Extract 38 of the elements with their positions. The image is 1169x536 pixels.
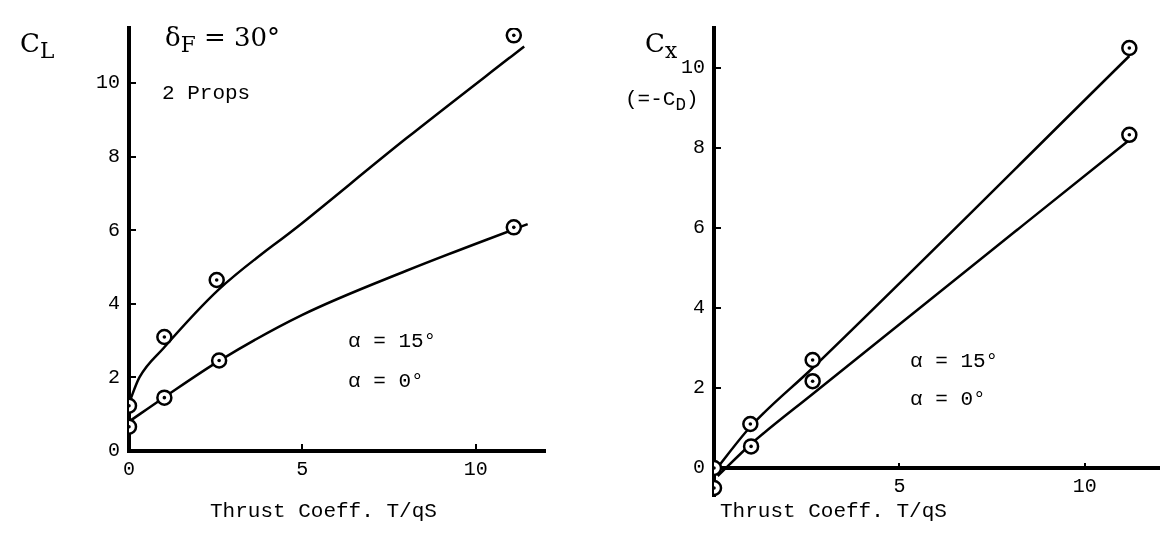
point — [1121, 39, 1138, 57]
point — [804, 351, 821, 369]
annotation: α = 0° — [348, 370, 424, 393]
y2-axis-title: (=-C$_{D}$) — [625, 88, 699, 116]
x-tick-label: 0 — [123, 458, 136, 482]
y-tick-label: 6 — [107, 218, 120, 242]
point — [505, 28, 523, 44]
y-tick-label: 10 — [95, 71, 120, 95]
y-tick-label: 8 — [107, 145, 120, 169]
y-tick-label: 6 — [692, 216, 705, 240]
point — [156, 389, 173, 406]
y-axis-title: C$_{x}$ — [645, 28, 678, 64]
point — [1121, 126, 1138, 144]
point — [156, 328, 173, 346]
annotation: 2 Props — [162, 82, 251, 105]
x-axis-title: Thrust Coeff. T/qS — [720, 500, 947, 523]
y-axis-title: C$_{L}$ — [20, 28, 55, 64]
y-tick-label: 2 — [692, 376, 705, 400]
point — [210, 352, 228, 369]
point — [208, 271, 225, 289]
point — [505, 219, 523, 236]
annotation: α = 15° — [348, 330, 437, 353]
x-tick-label: 5 — [296, 458, 309, 482]
point — [742, 438, 760, 455]
annotation: α = 15° — [910, 350, 999, 373]
y-tick-label: 10 — [680, 56, 705, 80]
x-tick-label: 5 — [893, 475, 906, 499]
annotation: δ$_{F}$ = 30° — [165, 22, 281, 58]
y-tick-label: 4 — [692, 296, 705, 320]
annotation: α = 0° — [910, 388, 986, 411]
point — [742, 415, 759, 433]
point — [804, 372, 821, 390]
y-tick-label: 0 — [107, 439, 120, 463]
x-axis-title: Thrust Coeff. T/qS — [210, 500, 437, 523]
y-tick-label: 2 — [107, 365, 120, 389]
y-tick-label: 4 — [107, 292, 120, 316]
x-tick-label: 10 — [463, 458, 488, 482]
y-tick-label: 8 — [692, 136, 705, 160]
